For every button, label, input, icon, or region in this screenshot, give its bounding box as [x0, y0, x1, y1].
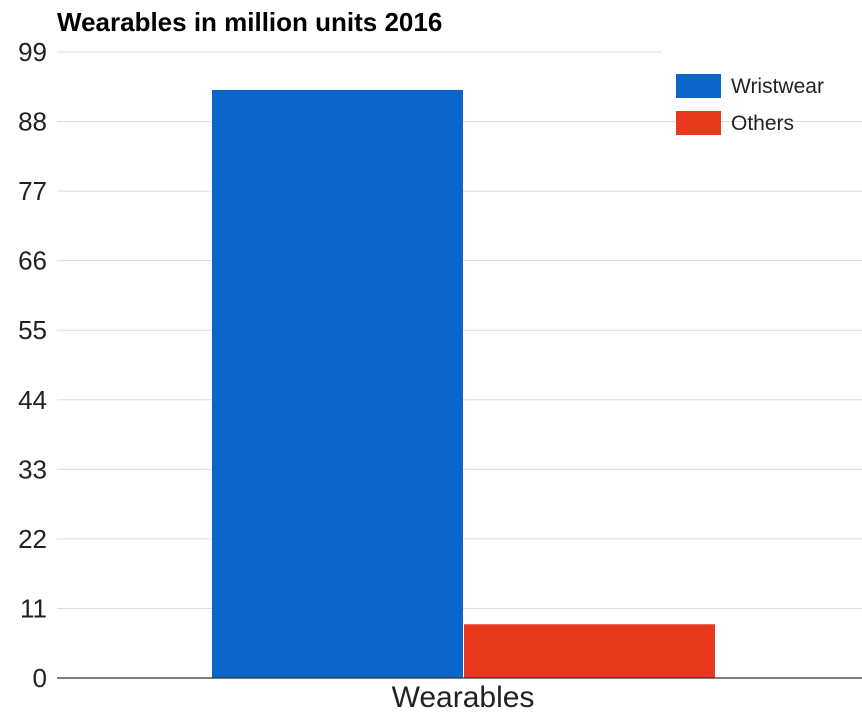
- y-tick-label: 22: [18, 524, 47, 554]
- x-axis-categories: Wearables: [392, 681, 535, 714]
- legend: Wristwear Others: [676, 74, 824, 135]
- y-tick-label: 33: [18, 454, 47, 484]
- legend-label-wristwear: Wristwear: [731, 75, 824, 98]
- x-category-label: Wearables: [392, 681, 535, 714]
- y-tick-label: 77: [18, 176, 47, 206]
- y-tick-label: 99: [18, 37, 47, 67]
- bar-others: [464, 624, 715, 678]
- bars: [212, 89, 715, 678]
- y-tick-label: 55: [18, 315, 47, 345]
- bar-wristwear: [212, 89, 463, 678]
- legend-label-others: Others: [731, 112, 794, 135]
- y-tick-label: 44: [18, 385, 47, 415]
- y-tick-label: 11: [20, 593, 47, 623]
- legend-swatch-wristwear: [676, 74, 721, 98]
- y-tick-label: 88: [18, 107, 47, 137]
- y-axis-ticks: 0 11 22 33 44 55 66 77 88 99: [18, 37, 47, 693]
- legend-swatch-others: [676, 111, 721, 135]
- chart-title: Wearables in million units 2016: [57, 7, 442, 37]
- y-tick-label: 66: [18, 246, 47, 276]
- y-tick-label: 0: [33, 663, 47, 693]
